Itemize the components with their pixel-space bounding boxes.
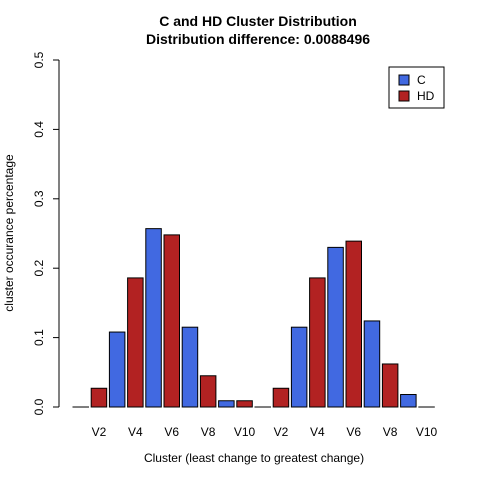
bar	[363, 320, 381, 408]
y-tick-label: 0.2	[32, 260, 46, 277]
bar	[327, 246, 344, 408]
bar	[309, 277, 326, 408]
x-tick-label: V2	[92, 425, 107, 439]
y-axis-title: cluster occurance percentage	[2, 154, 16, 312]
x-tick-label: V4	[128, 425, 143, 439]
bar	[218, 400, 235, 408]
x-tick-label: V2	[274, 425, 289, 439]
legend-swatch	[398, 74, 410, 86]
bar	[163, 234, 180, 408]
bar	[345, 240, 362, 408]
y-tick-label: 0.3	[32, 190, 46, 207]
bar	[199, 375, 217, 408]
x-tick-label: V6	[346, 425, 361, 439]
legend-swatch	[398, 90, 410, 102]
y-axis: 0.0 0.1 0.2 0.3 0.4 0.5	[32, 51, 60, 415]
x-tick-label: V4	[310, 425, 325, 439]
bar	[272, 387, 290, 408]
bar	[381, 363, 399, 408]
x-axis-labels: V2 V4 V6 V8 V10 V2 V4 V6 V8 V10	[92, 425, 438, 439]
x-tick-label: V8	[383, 425, 398, 439]
bars	[72, 228, 435, 408]
legend-label: C	[417, 73, 426, 87]
x-tick-label: V8	[201, 425, 216, 439]
bar	[236, 400, 253, 408]
legend-label: HD	[417, 89, 435, 103]
y-tick-label: 0.4	[32, 121, 46, 138]
bar	[290, 326, 308, 408]
bar	[127, 277, 144, 408]
bar	[145, 228, 162, 408]
legend-box	[388, 66, 445, 109]
chart-title: C and HD Cluster Distribution	[159, 13, 357, 29]
bar	[181, 326, 199, 408]
bar	[400, 394, 417, 408]
y-tick-label: 0.0	[32, 398, 46, 415]
y-tick-label: 0.1	[32, 329, 46, 346]
y-tick-label: 0.5	[32, 51, 46, 68]
x-axis-title: Cluster (least change to greatest change…	[144, 451, 364, 465]
x-tick-label: V6	[164, 425, 179, 439]
bar	[108, 331, 126, 408]
x-tick-label: V10	[234, 425, 256, 439]
bar	[90, 387, 108, 408]
x-tick-label: V10	[416, 425, 438, 439]
chart-subtitle: Distribution difference: 0.0088496	[146, 31, 370, 47]
legend: C HD	[388, 66, 445, 109]
